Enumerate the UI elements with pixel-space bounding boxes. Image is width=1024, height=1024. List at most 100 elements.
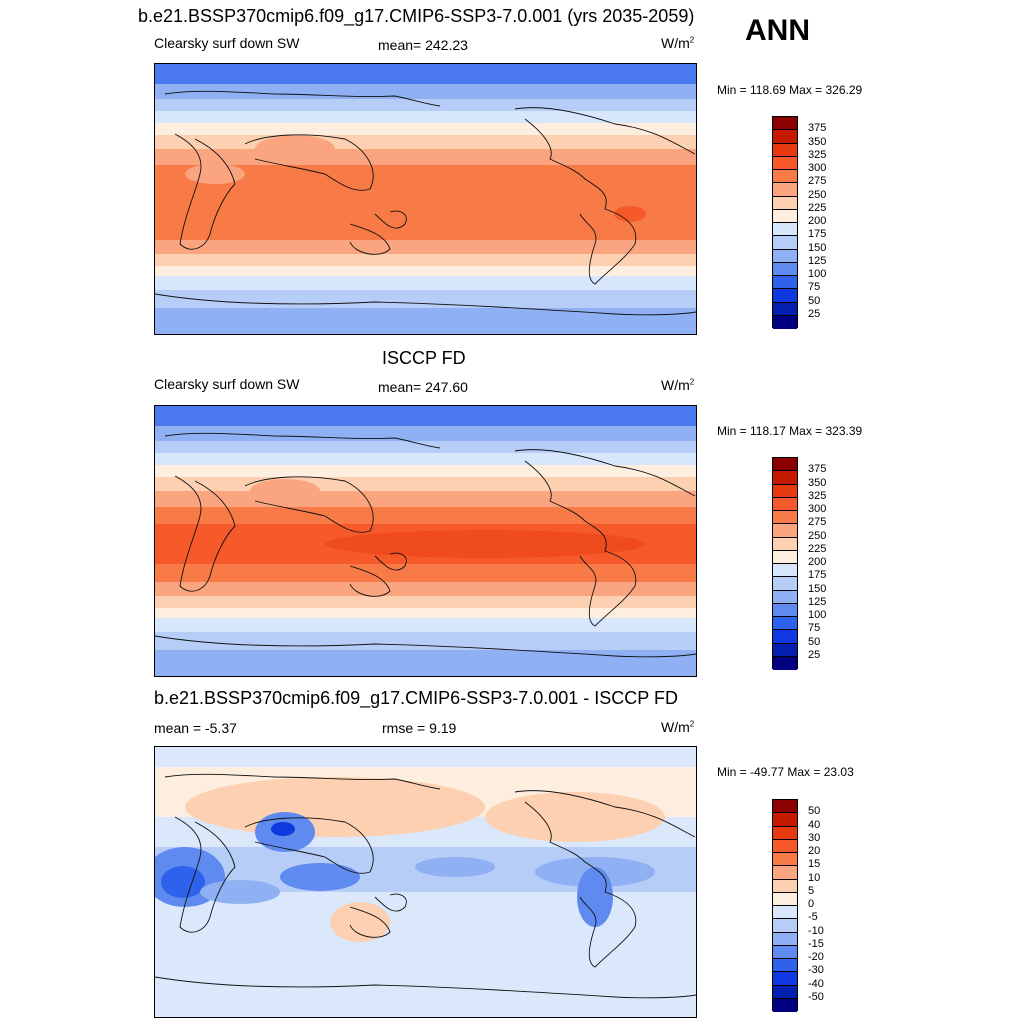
panel1-minmax: Min = 118.69 Max = 326.29: [717, 83, 863, 97]
colorbar-tick-label: 50: [808, 635, 821, 648]
colorbar-swatch: [773, 511, 797, 525]
colorbar-tick-label: 100: [808, 609, 827, 621]
colorbar-swatch: [773, 879, 797, 893]
colorbar-swatch: [773, 932, 797, 946]
panel2-map: [154, 405, 697, 677]
colorbar-tick-label: -50: [808, 990, 824, 1003]
colorbar-swatch: [773, 302, 797, 316]
colorbar-swatch: [773, 656, 797, 670]
colorbar-tick-label: 25: [808, 307, 821, 320]
figure-title: b.e21.BSSP370cmip6.f09_g17.CMIP6-SSP3-7.…: [138, 6, 695, 26]
colorbar-swatch: [773, 813, 797, 827]
colorbar-swatch: [773, 156, 797, 170]
colorbar-tick-label: 50: [808, 294, 821, 307]
colorbar-swatch: [773, 866, 797, 880]
colorbar-tick-label: 250: [808, 188, 827, 201]
panel3-map: [154, 746, 697, 1018]
colorbar-tick-label: 300: [808, 503, 827, 515]
panel1-map: [154, 63, 697, 335]
panel3-rmse-label: rmse = 9.19: [382, 720, 457, 736]
panel1-units: W/m2: [661, 35, 695, 51]
colorbar-tick-label: 350: [808, 476, 827, 489]
colorbar-swatch: [773, 839, 797, 853]
colorbar-swatch: [773, 564, 797, 578]
colorbar-swatch: [773, 524, 797, 538]
colorbar-tick-label: 125: [808, 254, 827, 267]
colorbar-swatch: [773, 537, 797, 551]
colorbar-swatch: [773, 906, 797, 920]
colorbar-tick-label: 150: [808, 241, 827, 254]
colorbar-tick-label: 375: [808, 122, 827, 135]
colorbar-tick-label: 225: [808, 201, 827, 214]
colorbar-tick-label: 250: [808, 529, 827, 542]
colorbar-tick-label: 75: [808, 622, 821, 635]
colorbar-swatch: [773, 471, 797, 485]
colorbar-tick-label: 50: [808, 805, 821, 818]
colorbar-tick-label: 175: [808, 228, 827, 241]
colorbar-tick-label: 200: [808, 215, 827, 227]
colorbar-tick-label: -30: [808, 964, 824, 977]
colorbar-tick-label: 100: [808, 268, 827, 280]
colorbar-swatch: [773, 919, 797, 933]
colorbar-tick-label: 375: [808, 463, 827, 476]
colorbar-tick-label: 15: [808, 858, 821, 871]
colorbar-swatch: [773, 630, 797, 644]
colorbar-tick-label: -20: [808, 951, 824, 963]
colorbar-swatch: [773, 603, 797, 617]
colorbar-swatch: [773, 550, 797, 564]
colorbar-swatch: [773, 853, 797, 867]
panel3-mean-label: mean = -5.37: [154, 720, 237, 736]
colorbar-swatch: [773, 985, 797, 999]
colorbar-swatch: [773, 117, 797, 131]
colorbar-swatch: [773, 945, 797, 959]
colorbar-swatch: [773, 236, 797, 250]
colorbar-tick-label: 325: [808, 489, 827, 502]
colorbar-tick-label: 40: [808, 818, 821, 831]
colorbar-swatch: [773, 130, 797, 144]
colorbar-swatch: [773, 959, 797, 973]
colorbar-tick-label: 275: [808, 175, 827, 188]
colorbar-swatch: [773, 143, 797, 157]
panel2-title: ISCCP FD: [382, 348, 466, 368]
colorbar-swatch: [773, 577, 797, 591]
colorbar-tick-label: 200: [808, 556, 827, 568]
panel2-mean-label: mean= 247.60: [378, 379, 468, 395]
panel1-mean-label: mean= 242.23: [378, 37, 468, 53]
panel3-units: W/m2: [661, 719, 695, 735]
panel2-variable-label: Clearsky surf down SW: [154, 376, 300, 392]
colorbar-tick-label: 25: [808, 648, 821, 661]
colorbar-tick-label: -5: [808, 911, 818, 924]
colorbar-tick-label: 0: [808, 898, 815, 910]
colorbar-swatch: [773, 497, 797, 511]
colorbar-swatch: [773, 276, 797, 290]
colorbar-tick-label: 275: [808, 516, 827, 529]
panel3-minmax: Min = -49.77 Max = 23.03: [717, 765, 854, 779]
colorbar-swatch: [773, 826, 797, 840]
colorbar-swatch: [773, 170, 797, 184]
colorbar-tick-label: 75: [808, 281, 821, 294]
colorbar-tick-label: 30: [808, 831, 821, 844]
colorbar-tick-label: -40: [808, 977, 824, 990]
colorbar-tick-label: 150: [808, 582, 827, 595]
colorbar-swatch: [773, 196, 797, 210]
colorbar-swatch: [773, 643, 797, 657]
colorbar-tick-label: 5: [808, 884, 815, 897]
colorbar-swatch: [773, 183, 797, 197]
colorbar-tick-label: -15: [808, 937, 824, 950]
colorbar-swatch: [773, 972, 797, 986]
colorbar-swatch: [773, 223, 797, 237]
colorbar-swatch: [773, 262, 797, 276]
colorbar-tick-label: 325: [808, 148, 827, 161]
season-label: ANN: [745, 14, 810, 47]
colorbar-swatch: [773, 617, 797, 631]
panel1-variable-label: Clearsky surf down SW: [154, 35, 300, 51]
colorbar-tick-label: 350: [808, 135, 827, 148]
colorbar-swatch: [773, 590, 797, 604]
panel2-units: W/m2: [661, 377, 695, 393]
colorbar-swatch: [773, 315, 797, 329]
colorbar-tick-label: 125: [808, 595, 827, 608]
colorbar-tick-label: 175: [808, 569, 827, 582]
colorbar-swatch: [773, 209, 797, 223]
colorbar-swatch: [773, 289, 797, 303]
panel2-minmax: Min = 118.17 Max = 323.39: [717, 424, 863, 438]
